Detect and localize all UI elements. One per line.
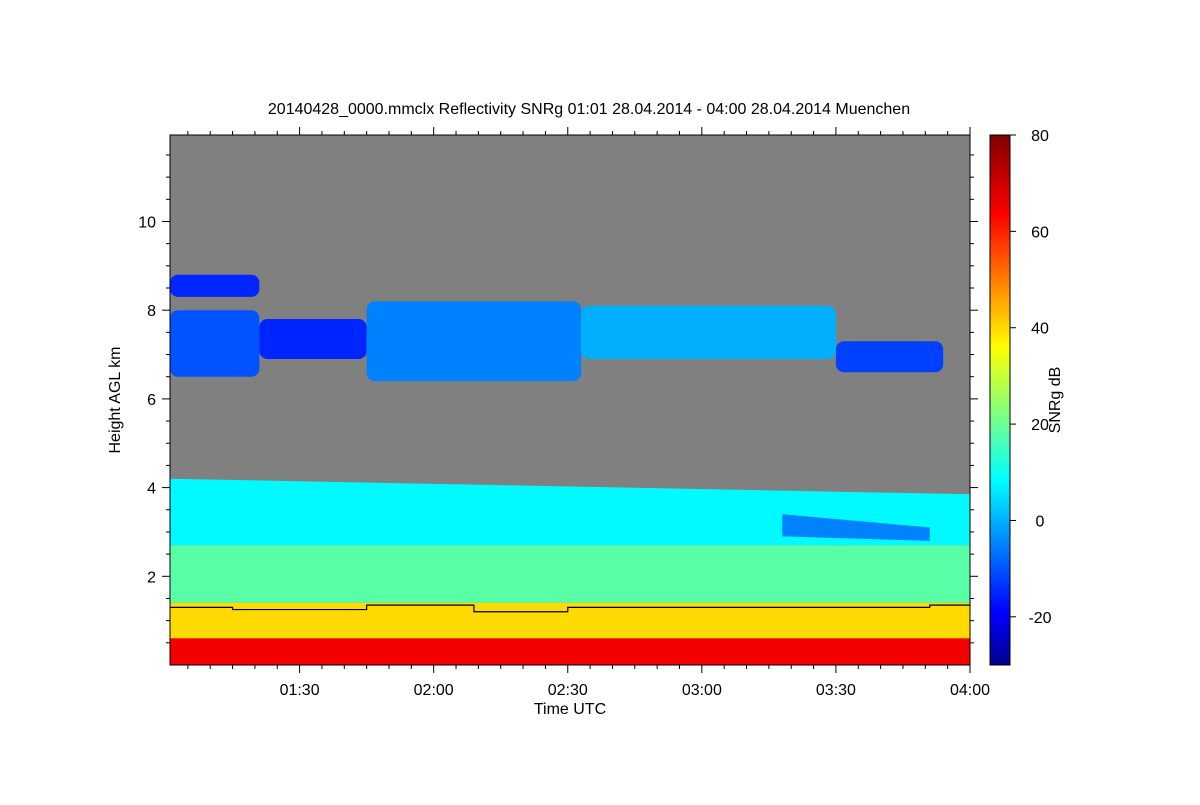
x-tick-label: 03:30 (816, 682, 856, 699)
colorbar-tick-label: 60 (1031, 224, 1049, 241)
x-tick-label: 02:00 (414, 682, 454, 699)
colorbar-tick-label: 80 (1031, 128, 1049, 145)
reflectivity-field (170, 274, 970, 665)
colorbar-tick-label: -20 (1028, 610, 1051, 627)
cloud-layer-upper-cloud-mid (581, 305, 836, 359)
colorbar-tick-label: 40 (1031, 321, 1049, 338)
x-axis-label: Time UTC (534, 701, 606, 718)
colorbar-axis: -20 0 20 40 60 80 (1010, 128, 1052, 627)
colorbar-tick-label: 0 (1036, 513, 1045, 530)
colorbar (989, 134, 1011, 666)
melting-layer-polyline (170, 604, 970, 613)
x-axis: 01:30 02:00 02:30 03:00 03:30 04:00 (187, 127, 990, 699)
cloud-layer-upper-cloud-end (835, 341, 944, 373)
snr-region-lower-cloud-tail (782, 514, 930, 541)
snr-region-near-surface (170, 638, 970, 665)
y-tick-label: 10 (138, 214, 156, 231)
snr-region-rain-layer (170, 545, 970, 603)
x-tick-label: 03:00 (682, 682, 722, 699)
colorbar-label: SNRg dB (1047, 367, 1064, 434)
y-tick-label: 6 (147, 392, 156, 409)
cloud-layer-upper-cloud-main (366, 301, 582, 382)
y-tick-label: 2 (147, 569, 156, 586)
cloud-layer-cirrus-high (170, 274, 260, 297)
y-tick-label: 8 (147, 303, 156, 320)
snr-region-boundary-layer-mixed (170, 478, 970, 546)
x-tick-label: 04:00 (950, 682, 990, 699)
y-tick-label: 4 (147, 481, 156, 498)
colorbar-tick-label: 20 (1031, 417, 1049, 434)
snr-region-melting-zone (170, 602, 970, 639)
melting-layer-line (170, 604, 970, 613)
y-axis: 2 4 6 8 10 (138, 154, 978, 644)
y-axis-label: Height AGL km (107, 346, 124, 453)
cloud-layer-upper-cloud-thin (259, 319, 367, 359)
chart-title: 20140428_0000.mmclx Reflectivity SNRg 01… (268, 101, 910, 118)
plot-frame (169, 134, 971, 666)
cloud-layer-upper-cloud-start (170, 310, 260, 377)
x-tick-label: 02:30 (548, 682, 588, 699)
x-tick-label: 01:30 (280, 682, 320, 699)
